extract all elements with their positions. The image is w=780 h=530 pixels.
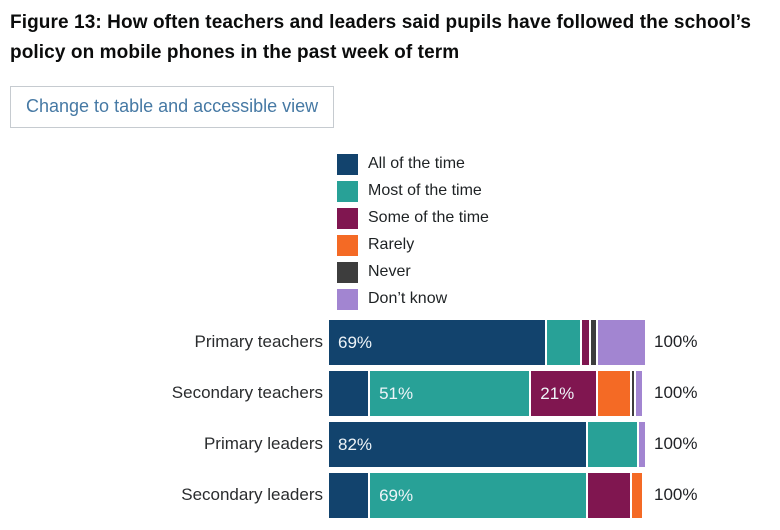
bar-segment: 69% bbox=[329, 319, 548, 365]
table-view-button[interactable]: Change to table and accessible view bbox=[10, 85, 335, 128]
bar-segment bbox=[597, 319, 645, 365]
stacked-bar-chart: All of the time Most of the time Some of t… bbox=[10, 151, 770, 518]
bar-track: 69% bbox=[329, 472, 645, 518]
bar-segment bbox=[632, 370, 636, 416]
legend-swatch-icon bbox=[337, 261, 358, 283]
bar-segment: 82% bbox=[329, 421, 589, 467]
bar-value-label: 69% bbox=[379, 485, 414, 505]
bar-segment bbox=[588, 472, 633, 518]
bar-track: 82% bbox=[329, 421, 645, 467]
axis-end-label: 100% bbox=[654, 332, 698, 352]
legend-label: Don’t know bbox=[368, 290, 448, 308]
category-label: Primary teachers bbox=[194, 332, 323, 352]
bar-segment bbox=[329, 472, 371, 518]
category-label: Primary leaders bbox=[203, 434, 323, 454]
bar-segment bbox=[329, 370, 371, 416]
bar-value-label: 82% bbox=[338, 434, 373, 454]
legend-item: Some of the time bbox=[337, 205, 770, 232]
table-row: Secondary leaders 69% 100% bbox=[10, 472, 770, 518]
bar-segment: 21% bbox=[531, 370, 598, 416]
figure-title: Figure 13: How often teachers and leader… bbox=[10, 12, 752, 64]
bar-segment: 69% bbox=[370, 472, 589, 518]
legend-item: Rarely bbox=[337, 232, 770, 259]
bar-rows: Primary teachers 69% 100% Secondary teacher… bbox=[10, 319, 770, 518]
axis-end-label: 100% bbox=[654, 485, 698, 505]
legend-swatch-icon bbox=[337, 234, 358, 256]
legend-swatch-icon bbox=[337, 288, 358, 310]
bar-segment: 51% bbox=[370, 370, 532, 416]
bar-segment bbox=[581, 319, 592, 365]
legend-label: All of the time bbox=[368, 155, 465, 173]
legend-item: Don’t know bbox=[337, 286, 770, 313]
legend-label: Some of the time bbox=[368, 209, 489, 227]
bar-segment bbox=[635, 370, 642, 416]
figure-panel: Figure 13: How often teachers and leader… bbox=[10, 12, 770, 518]
legend-swatch-icon bbox=[337, 180, 358, 202]
legend-label: Never bbox=[368, 263, 411, 281]
bar-track: 69% bbox=[329, 319, 645, 365]
legend: All of the time Most of the time Some of t… bbox=[337, 151, 770, 313]
bar-segment bbox=[591, 319, 598, 365]
bar-segment bbox=[588, 421, 639, 467]
bar-value-label: 21% bbox=[540, 383, 575, 403]
bar-segment bbox=[597, 370, 633, 416]
category-label: Secondary leaders bbox=[181, 485, 323, 505]
legend-swatch-icon bbox=[337, 207, 358, 229]
bar-segment bbox=[632, 472, 642, 518]
legend-item: All of the time bbox=[337, 151, 770, 178]
table-row: Secondary teachers 51% 21% 100% bbox=[10, 370, 770, 416]
bar-segment bbox=[638, 421, 645, 467]
axis-end-label: 100% bbox=[654, 434, 698, 454]
bar-segment bbox=[547, 319, 582, 365]
legend-swatch-icon bbox=[337, 153, 358, 175]
table-row: Primary teachers 69% 100% bbox=[10, 319, 770, 365]
axis-end-label: 100% bbox=[654, 383, 698, 403]
bar-value-label: 51% bbox=[379, 383, 414, 403]
legend-label: Rarely bbox=[368, 236, 415, 254]
bar-track: 51% 21% bbox=[329, 370, 645, 416]
bar-value-label: 69% bbox=[338, 332, 373, 352]
category-label: Secondary teachers bbox=[171, 383, 323, 403]
legend-item: Most of the time bbox=[337, 178, 770, 205]
table-row: Primary leaders 82% 100% bbox=[10, 421, 770, 467]
legend-label: Most of the time bbox=[368, 182, 482, 200]
legend-item: Never bbox=[337, 259, 770, 286]
